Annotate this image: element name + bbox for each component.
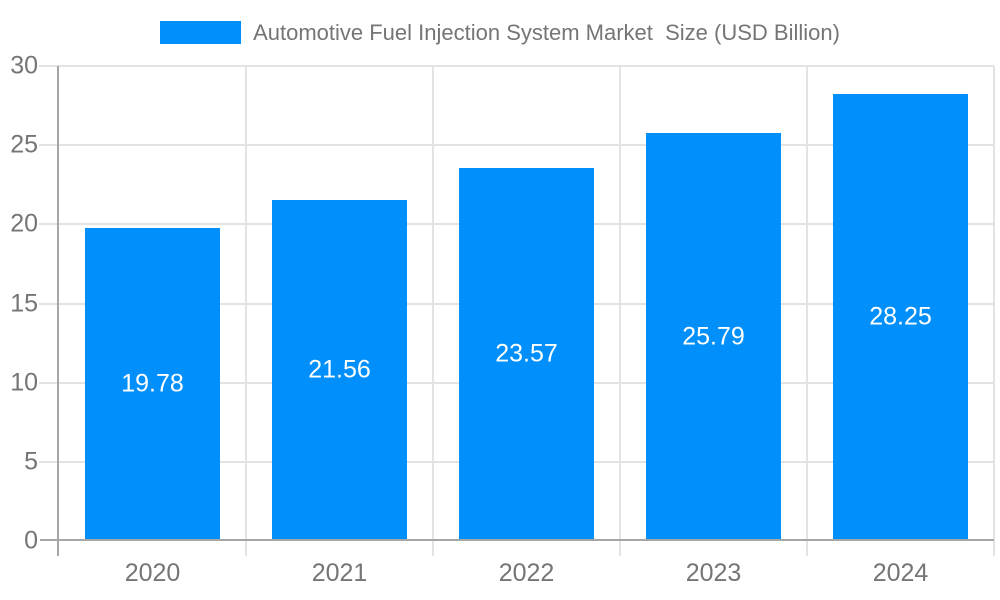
- y-tick-label: 15: [10, 289, 38, 317]
- v-gridline: [619, 66, 621, 556]
- bar-slot: 23.57: [433, 66, 620, 541]
- bar-slot: 25.79: [620, 66, 807, 541]
- chart-title: Automotive Fuel Injection System Market …: [253, 20, 840, 45]
- h-gridline: [39, 144, 994, 147]
- legend-swatch-icon: [160, 21, 242, 44]
- v-gridline: [245, 66, 247, 556]
- x-axis-labels: 2020 2021 2022 2023 2024: [59, 556, 994, 590]
- bar-value-label: 28.25: [869, 302, 932, 331]
- bar[interactable]: 19.78: [85, 227, 220, 541]
- bar[interactable]: 21.56: [272, 199, 407, 541]
- bar-slot: 19.78: [59, 66, 246, 541]
- y-tick-label: 10: [10, 368, 38, 397]
- v-gridline: [806, 66, 808, 556]
- bar[interactable]: 25.79: [646, 132, 781, 541]
- h-gridline: [39, 65, 994, 67]
- x-tick-label: 2024: [872, 559, 929, 587]
- y-tick-label: 5: [24, 447, 38, 476]
- x-tick-label: 2022: [498, 559, 555, 587]
- bar-slot: 28.25: [807, 66, 994, 541]
- bar[interactable]: 28.25: [833, 93, 968, 541]
- y-axis-line: [57, 66, 59, 556]
- legend-item[interactable]: Automotive Fuel Injection System Market …: [160, 20, 840, 45]
- bar-value-label: 23.57: [495, 339, 558, 368]
- x-tick-label: 2020: [124, 559, 181, 587]
- y-axis-labels: 0 5 10 15 20 25 30: [0, 53, 38, 553]
- x-tick-label: 2023: [685, 559, 742, 587]
- bar[interactable]: 23.57: [459, 167, 594, 541]
- bar-value-label: 19.78: [121, 369, 184, 398]
- y-tick-label: 25: [10, 130, 38, 159]
- x-tick-label: 2021: [311, 559, 368, 587]
- bar-slot: 21.56: [246, 66, 433, 541]
- v-gridline: [432, 66, 434, 556]
- y-tick-label: 20: [10, 209, 38, 238]
- legend: Automotive Fuel Injection System Market …: [0, 20, 1000, 45]
- v-gridline: [993, 66, 995, 556]
- x-axis-line: [40, 539, 994, 541]
- y-tick-label: 0: [24, 526, 38, 555]
- y-tick-label: 30: [10, 51, 38, 80]
- bar-value-label: 25.79: [682, 322, 745, 351]
- bar-value-label: 21.56: [308, 355, 371, 384]
- plot-area: 19.78 21.56 23.57 25.79 28.25: [39, 65, 995, 556]
